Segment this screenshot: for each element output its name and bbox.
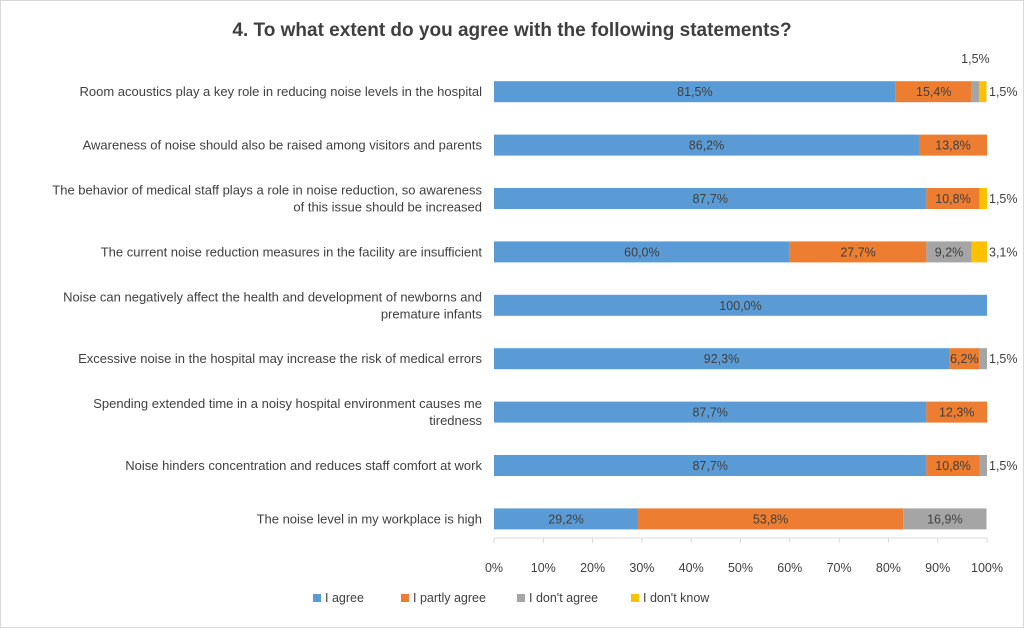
category-label: Room acoustics play a key role in reduci… (80, 84, 483, 99)
bars-layer (494, 81, 987, 530)
data-label: 10,8% (935, 192, 970, 206)
bar-segment-i-agree (494, 188, 927, 209)
bar-segment-i-agree (494, 81, 896, 103)
category-label-line: of this issue should be increased (293, 200, 482, 215)
category-label-line: Noise hinders concentration and reduces … (125, 458, 482, 473)
x-tick-label: 100% (971, 561, 1003, 575)
legend-label: I agree (325, 591, 364, 605)
legend-label: I don't know (643, 591, 710, 605)
data-label: 92,3% (704, 352, 739, 366)
bar-segment-i-don-t-agree (903, 508, 987, 530)
bar-segment-i-partly-agree (918, 134, 987, 156)
chart-title: 4. To what extent do you agree with the … (232, 20, 791, 41)
x-tick-label: 40% (679, 561, 704, 575)
bar-segment-i-partly-agree (895, 81, 972, 103)
category-label-line: tiredness (429, 413, 482, 428)
bar-segment-i-agree (494, 348, 950, 370)
x-tick-label: 60% (777, 561, 802, 575)
bar-segment-i-agree (494, 294, 987, 316)
data-label: 15,4% (916, 85, 951, 99)
bar-segment-i-partly-agree (949, 348, 980, 370)
bar-segment-i-partly-agree (926, 401, 987, 423)
bar-segment-i-don-t-agree (979, 348, 987, 370)
data-label: 86,2% (689, 139, 724, 153)
category-label-line: The noise level in my workplace is high (257, 511, 482, 526)
data-label: 1,5% (961, 52, 990, 66)
x-tick-label: 30% (629, 561, 654, 575)
data-label: 87,7% (692, 406, 727, 420)
data-labels-layer: 81,5% 15,4% 1,5% 1,5% 86,2% 13,8% 87,7% 10,8% 1,… (548, 52, 1017, 526)
data-label: 3,1% (989, 245, 1018, 259)
category-label: Excessive noise in the hospital may incr… (78, 351, 482, 366)
bar-segment-i-agree (494, 241, 790, 263)
x-tick-label: 50% (728, 561, 753, 575)
data-label: 53,8% (753, 512, 788, 526)
data-label: 1,5% (989, 459, 1018, 473)
category-label: The current noise reduction measures in … (101, 244, 483, 259)
legend-swatch (517, 594, 525, 602)
legend-swatch (313, 594, 321, 602)
bar-segment-i-don-t-know (979, 188, 987, 209)
data-label: 1,5% (989, 85, 1018, 99)
category-label-line: Spending extended time in a noisy hospit… (93, 396, 482, 411)
category-label: Spending extended time in a noisy hospit… (93, 396, 482, 428)
category-labels-layer: Room acoustics play a key role in reduci… (52, 84, 482, 526)
bar-segment-i-partly-agree (789, 241, 927, 263)
bar-segment-i-partly-agree (926, 188, 980, 209)
data-label: 1,5% (989, 192, 1018, 206)
bar-segment-i-agree (494, 508, 638, 530)
category-label-line: Excessive noise in the hospital may incr… (78, 351, 482, 366)
data-label: 9,2% (935, 245, 964, 259)
bar-segment-i-don-t-know (971, 241, 987, 263)
bar-segment-i-agree (494, 134, 919, 156)
bar-segment-i-partly-agree (637, 508, 904, 530)
bar-segment-i-agree (494, 401, 927, 423)
data-label: 13,8% (935, 139, 970, 153)
x-tick-label: 70% (827, 561, 852, 575)
category-label: Noise hinders concentration and reduces … (125, 458, 482, 473)
data-label: 27,7% (840, 245, 875, 259)
category-label: The behavior of medical staff plays a ro… (52, 183, 482, 215)
data-label: 29,2% (548, 512, 583, 526)
bar-segment-i-don-t-know (979, 81, 987, 103)
bar-segment-i-agree (494, 455, 927, 476)
bar-segment-i-don-t-agree (971, 81, 980, 103)
category-label-line: Awareness of noise should also be raised… (83, 138, 483, 153)
category-label: Noise can negatively affect the health a… (63, 289, 482, 321)
category-label-line: Room acoustics play a key role in reduci… (80, 84, 483, 99)
x-tick-label: 80% (876, 561, 901, 575)
data-label: 1,5% (989, 352, 1018, 366)
legend-swatch (631, 594, 639, 602)
x-axis: 0% 10% 20% 30% 40% 50% 60% 70% 80% 90% 100% (485, 537, 1003, 575)
data-label: 87,7% (692, 192, 727, 206)
data-label: 6,2% (950, 352, 979, 366)
category-label-line: premature infants (381, 306, 483, 321)
legend-label: I partly agree (413, 591, 486, 605)
data-label: 60,0% (624, 245, 659, 259)
category-label-line: The behavior of medical staff plays a ro… (52, 183, 482, 198)
category-label: Awareness of noise should also be raised… (83, 138, 483, 153)
data-label: 87,7% (692, 459, 727, 473)
x-tick-label: 20% (580, 561, 605, 575)
legend: I agree I partly agree I don't agree I don'… (313, 591, 710, 605)
bar-segment-i-don-t-agree (979, 455, 987, 476)
data-label: 100,0% (719, 299, 761, 313)
category-label: The noise level in my workplace is high (257, 511, 482, 526)
bar-segment-i-don-t-agree (926, 241, 972, 263)
category-label-line: The current noise reduction measures in … (101, 244, 483, 259)
x-tick-label: 10% (531, 561, 556, 575)
data-label: 16,9% (927, 512, 962, 526)
category-label-line: Noise can negatively affect the health a… (63, 289, 482, 304)
data-label: 81,5% (677, 85, 712, 99)
data-label: 12,3% (939, 406, 974, 420)
x-tick-label: 0% (485, 561, 503, 575)
bar-segment-i-partly-agree (926, 455, 980, 476)
data-label: 10,8% (935, 459, 970, 473)
legend-label: I don't agree (529, 591, 598, 605)
x-tick-label: 90% (925, 561, 950, 575)
legend-swatch (401, 594, 409, 602)
